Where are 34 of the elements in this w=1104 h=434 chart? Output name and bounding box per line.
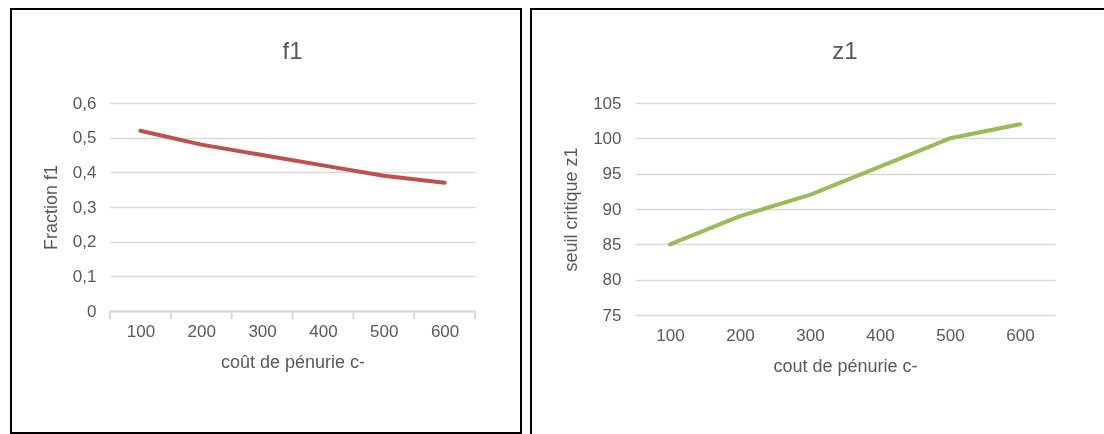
y-axis-title: seuil critique z1	[561, 147, 582, 272]
x-tick-label: 600	[430, 321, 460, 341]
x-tick-label: 400	[866, 325, 895, 345]
y-tick-label: 80	[602, 270, 622, 290]
x-axis-title: cout de pénurie c-	[773, 355, 918, 376]
y-tick-label: 0,4	[72, 162, 97, 182]
x-tick-label: 500	[936, 325, 965, 345]
x-tick-label: 100	[126, 321, 156, 341]
y-tick-label: 0,5	[72, 128, 97, 148]
x-tick-label: 100	[656, 325, 685, 345]
line-series	[668, 122, 1022, 247]
y-axis-title: Fraction f1	[40, 164, 61, 251]
line-series	[138, 128, 447, 185]
y-tick-label: 0	[87, 301, 97, 321]
y-tick-label: 100	[593, 128, 622, 148]
x-tick-label: 200	[726, 325, 755, 345]
x-tick-label: 600	[1006, 325, 1035, 345]
chart-title: z1	[832, 37, 858, 64]
y-tick-label: 95	[602, 164, 622, 184]
y-tick-label: 85	[602, 234, 622, 254]
x-tick-label: 300	[248, 321, 277, 341]
x-tick-label: 300	[796, 325, 825, 345]
y-tick-label: 0,6	[72, 93, 97, 113]
x-tick-label: 400	[309, 321, 338, 341]
y-tick-label: 0,2	[72, 232, 97, 252]
y-tick-label: 0,1	[72, 266, 97, 286]
x-tick-label: 500	[370, 321, 399, 341]
y-tick-label: 0,3	[72, 197, 97, 217]
chart-title: f1	[282, 37, 303, 64]
x-tick-label: 200	[187, 321, 216, 341]
x-axis-title: coût de pénurie c-	[220, 351, 366, 372]
y-tick-label: 105	[593, 93, 622, 113]
y-tick-label: 90	[602, 199, 622, 219]
y-tick-label: 75	[602, 305, 622, 325]
